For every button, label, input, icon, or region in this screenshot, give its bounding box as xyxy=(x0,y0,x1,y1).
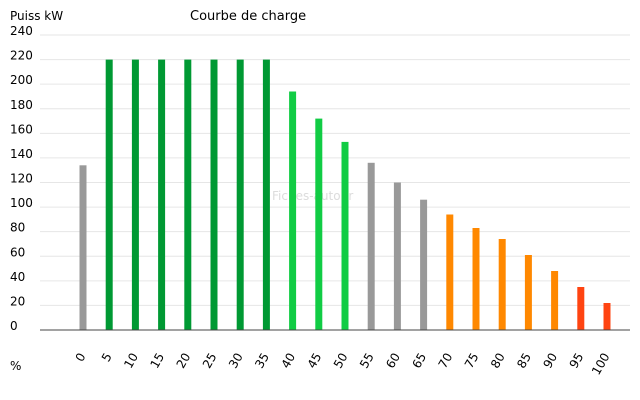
x-axis-label: % xyxy=(10,359,21,373)
y-tick-label: 180 xyxy=(10,98,33,112)
bar-100 xyxy=(603,303,611,330)
y-tick-label: 160 xyxy=(10,122,33,136)
bar-75 xyxy=(472,228,480,330)
x-tick-label: 60 xyxy=(383,351,403,371)
x-tick-label: 95 xyxy=(567,351,587,371)
y-tick-label: 220 xyxy=(10,49,33,63)
bar-45 xyxy=(315,118,323,330)
bar-50 xyxy=(341,141,349,330)
x-tick-label: 55 xyxy=(357,351,377,371)
x-tick-label: 90 xyxy=(540,351,560,371)
bar-10 xyxy=(131,59,139,330)
x-tick-label: 100 xyxy=(589,351,613,378)
bar-95 xyxy=(577,287,585,330)
bar-55 xyxy=(367,162,375,330)
x-tick-label: 25 xyxy=(200,351,220,371)
bar-25 xyxy=(210,59,218,330)
grid-lines xyxy=(40,34,630,306)
x-tick-label: 75 xyxy=(462,351,482,371)
x-tick-label: 40 xyxy=(278,351,298,371)
x-tick-label: 35 xyxy=(252,351,272,371)
chart-title: Courbe de charge xyxy=(190,9,306,24)
x-tick-label: 65 xyxy=(409,351,429,371)
x-tick-label: 45 xyxy=(305,351,325,371)
y-tick-label: 200 xyxy=(10,73,33,87)
bar-40 xyxy=(289,91,297,330)
x-tick-labels: 0 5 10 15 20 25 30 35 40 45 50 55 60 65 70 75 80 85 90 95 10… xyxy=(73,351,613,378)
y-tick-label: 120 xyxy=(10,172,33,186)
y-tick-labels: 0 20 40 60 80 100 120 140 160 180 200 220 240 xyxy=(10,24,33,333)
bar-70 xyxy=(446,214,454,330)
y-tick-label: 140 xyxy=(10,147,33,161)
x-tick-label: 70 xyxy=(436,351,456,371)
x-tick-label: 50 xyxy=(331,351,351,371)
bars xyxy=(79,59,611,330)
y-tick-label: 240 xyxy=(10,24,33,38)
y-tick-label: 80 xyxy=(10,221,25,235)
y-tick-label: 60 xyxy=(10,245,25,259)
bar-0 xyxy=(79,165,87,330)
x-tick-label: 5 xyxy=(99,351,115,365)
y-tick-label: 40 xyxy=(10,270,25,284)
y-tick-label: 100 xyxy=(10,196,33,210)
x-tick-label: 85 xyxy=(514,351,534,371)
y-axis-label: Puiss kW xyxy=(10,9,63,23)
bar-30 xyxy=(236,59,244,330)
bar-85 xyxy=(524,255,532,330)
bar-60 xyxy=(393,182,401,330)
bar-80 xyxy=(498,239,506,330)
x-tick-label: 10 xyxy=(121,351,141,371)
bar-5 xyxy=(105,59,113,330)
bar-35 xyxy=(262,59,270,330)
y-tick-label: 20 xyxy=(10,294,25,308)
y-tick-label: 0 xyxy=(10,319,18,333)
bar-90 xyxy=(551,271,559,330)
x-tick-label: 0 xyxy=(73,351,89,365)
watermark: Fiches-auto.fr xyxy=(272,189,353,203)
x-tick-label: 80 xyxy=(488,351,508,371)
bar-65 xyxy=(420,199,428,330)
x-tick-label: 30 xyxy=(226,351,246,371)
bar-20 xyxy=(184,59,192,330)
bar-15 xyxy=(158,59,166,330)
x-tick-label: 15 xyxy=(147,351,167,371)
x-tick-label: 20 xyxy=(174,351,194,371)
